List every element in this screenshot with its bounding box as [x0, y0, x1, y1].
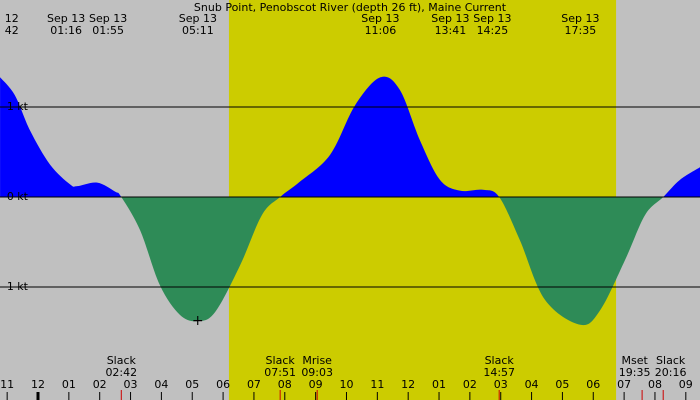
- x-tick-label: 01: [432, 378, 446, 391]
- x-tick-label: 02: [93, 378, 107, 391]
- event-time: 20:16: [655, 366, 687, 379]
- event-date: 12: [5, 12, 19, 25]
- event-date: Sep 13: [47, 12, 85, 25]
- event-time: 05:11: [182, 24, 214, 37]
- event-time: 19:35: [619, 366, 651, 379]
- x-tick-label: 07: [247, 378, 261, 391]
- x-tick-label: 09: [309, 378, 323, 391]
- x-tick-label: 05: [555, 378, 569, 391]
- event-time: 11:06: [365, 24, 397, 37]
- event-time: 14:25: [477, 24, 509, 37]
- event-name: Mset: [621, 354, 648, 367]
- event-name: Slack: [107, 354, 137, 367]
- event-time: 07:51: [264, 366, 296, 379]
- event-name: Slack: [266, 354, 296, 367]
- event-time: 14:57: [483, 366, 515, 379]
- chart-title: Snub Point, Penobscot River (depth 26 ft…: [194, 1, 507, 14]
- x-tick-label: 04: [525, 378, 539, 391]
- x-tick-label: 01: [62, 378, 76, 391]
- event-date: Sep 13: [473, 12, 511, 25]
- x-tick-label: 11: [0, 378, 14, 391]
- event-time: 01:55: [92, 24, 124, 37]
- event-time: 01:16: [50, 24, 82, 37]
- marker: +: [192, 313, 204, 329]
- y-tick-label: 0 kt: [7, 190, 29, 203]
- x-tick-label: 05: [185, 378, 199, 391]
- x-tick-label: 09: [679, 378, 693, 391]
- x-tick-label: 12: [31, 378, 45, 391]
- event-date: Sep 13: [361, 12, 399, 25]
- x-tick-label: 03: [494, 378, 508, 391]
- event-time: 42: [5, 24, 19, 37]
- event-time: 13:41: [435, 24, 467, 37]
- x-tick-label: 02: [463, 378, 477, 391]
- x-tick-label: 06: [216, 378, 230, 391]
- x-tick-label: 11: [370, 378, 384, 391]
- event-date: Sep 13: [431, 12, 469, 25]
- flood-area: [0, 76, 700, 197]
- event-date: Sep 13: [179, 12, 217, 25]
- x-tick-label: 08: [648, 378, 662, 391]
- x-tick-label: 04: [154, 378, 168, 391]
- ebb-area: [121, 196, 664, 326]
- x-tick-label: 03: [124, 378, 138, 391]
- y-tick-label: -1 kt: [3, 280, 29, 293]
- x-tick-label: 06: [586, 378, 600, 391]
- x-tick-label: 08: [278, 378, 292, 391]
- x-tick-label: 12: [401, 378, 415, 391]
- event-date: Sep 13: [561, 12, 599, 25]
- y-tick-label: 1 kt: [7, 100, 29, 113]
- event-date: Sep 13: [89, 12, 127, 25]
- event-time: 02:42: [105, 366, 137, 379]
- x-tick-label: 10: [339, 378, 353, 391]
- event-time: 17:35: [565, 24, 597, 37]
- event-name: Slack: [485, 354, 515, 367]
- event-name: Slack: [656, 354, 686, 367]
- x-tick-label: 07: [617, 378, 631, 391]
- event-time: 09:03: [301, 366, 333, 379]
- event-name: Mrise: [302, 354, 332, 367]
